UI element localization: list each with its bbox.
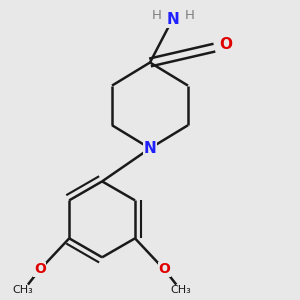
Text: N: N xyxy=(144,141,156,156)
Text: O: O xyxy=(34,262,46,276)
Text: H: H xyxy=(152,9,161,22)
Text: CH₃: CH₃ xyxy=(13,284,33,295)
Text: H: H xyxy=(185,9,195,22)
Text: O: O xyxy=(220,38,232,52)
Text: CH₃: CH₃ xyxy=(171,284,192,295)
Text: N: N xyxy=(167,12,179,27)
Text: O: O xyxy=(158,262,170,276)
